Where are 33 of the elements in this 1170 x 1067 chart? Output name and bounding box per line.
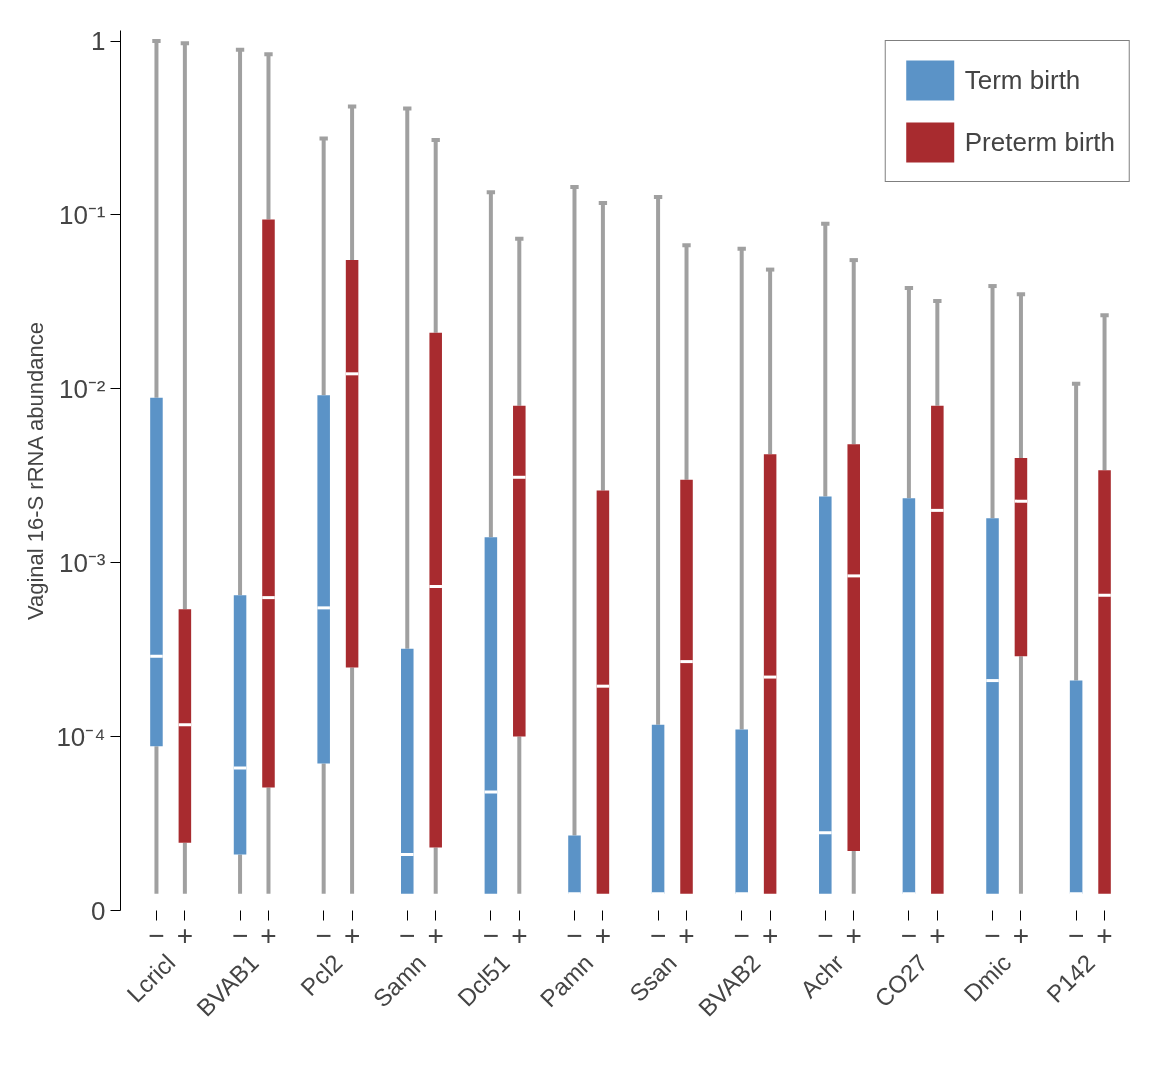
- text: −: [1067, 919, 1085, 951]
- text: +: [845, 919, 862, 951]
- text: +: [260, 919, 277, 951]
- text: −: [733, 919, 750, 951]
- text: +: [761, 919, 779, 951]
- legend-label: Term birth: [964, 63, 1081, 97]
- text: −: [817, 919, 834, 951]
- y-tick-label: 10⁻¹: [58, 199, 106, 230]
- text: −: [148, 919, 165, 951]
- text: −: [649, 919, 667, 951]
- text: −: [900, 919, 918, 951]
- y-axis-title: Vaginal 16-S rRNA abundance: [23, 322, 49, 621]
- y-tick-label: 1: [91, 26, 106, 57]
- text: −: [566, 919, 583, 951]
- y-tick-label: 10⁻⁴: [56, 721, 106, 752]
- text: −: [482, 919, 500, 951]
- text: +: [343, 919, 361, 951]
- y-tick-label: 10⁻²: [58, 373, 106, 404]
- text: −: [231, 919, 249, 951]
- text: +: [594, 919, 612, 951]
- y-tick-label: 10⁻³: [58, 547, 106, 578]
- text: −: [315, 919, 332, 951]
- text: +: [511, 919, 528, 951]
- text: +: [929, 919, 946, 951]
- text: +: [678, 919, 695, 951]
- text: +: [176, 919, 194, 951]
- text: −: [399, 919, 416, 951]
- text: +: [1012, 919, 1030, 951]
- text: −: [984, 919, 1001, 951]
- text: +: [1096, 919, 1113, 951]
- y-tick-label: 0: [91, 895, 106, 926]
- legend-label: Preterm birth: [964, 125, 1115, 159]
- text: +: [427, 919, 444, 951]
